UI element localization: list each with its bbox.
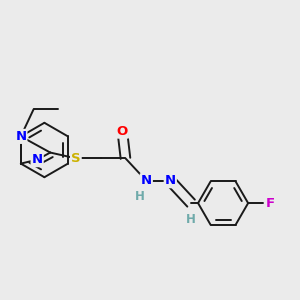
Text: N: N	[141, 174, 152, 187]
Text: S: S	[71, 152, 81, 165]
Text: N: N	[32, 153, 43, 166]
Text: H: H	[135, 190, 145, 203]
Text: N: N	[165, 174, 176, 187]
Text: H: H	[186, 213, 196, 226]
Text: N: N	[15, 130, 26, 143]
Text: F: F	[266, 196, 275, 210]
Text: O: O	[117, 124, 128, 138]
